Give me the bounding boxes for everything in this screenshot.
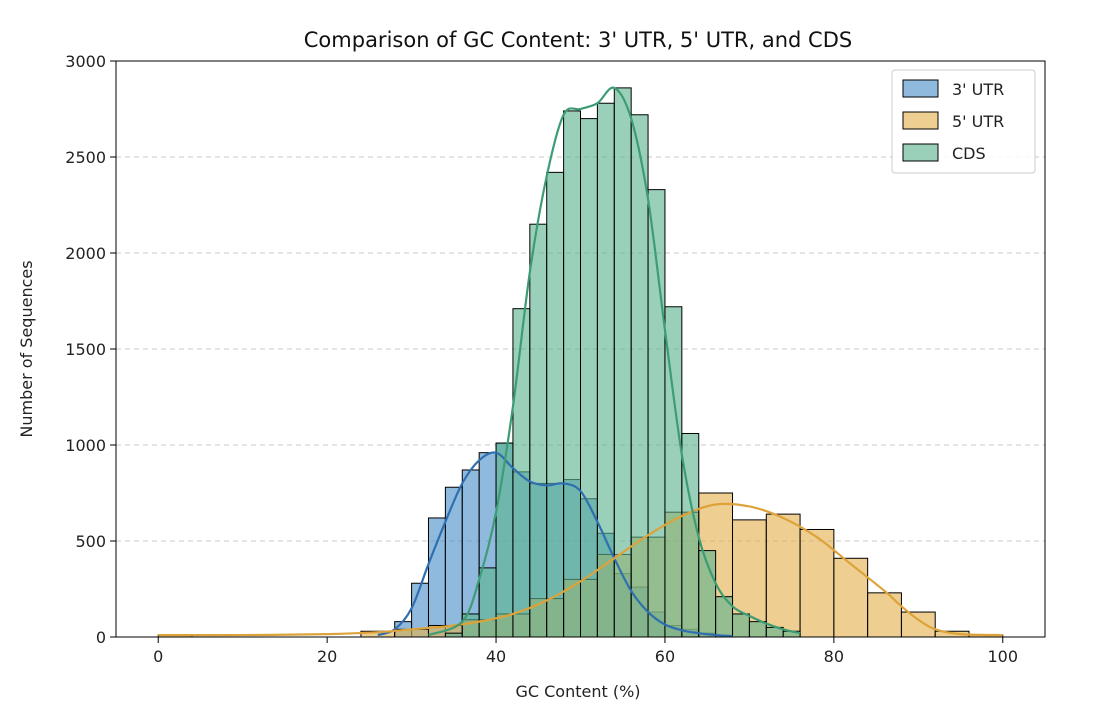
kde-curves — [158, 86, 1003, 638]
chart-title: Comparison of GC Content: 3' UTR, 5' UTR… — [304, 28, 852, 52]
bar-3 — [613, 87, 632, 638]
y-tick-label: 0 — [96, 628, 106, 647]
x-axis-ticks: 0 20 40 60 80 100 — [153, 637, 1018, 666]
x-tick-label: 80 — [824, 647, 844, 666]
x-tick-label: 100 — [987, 647, 1018, 666]
legend-swatch — [902, 111, 939, 130]
legend-label: CDS — [952, 144, 986, 163]
y-tick-label: 500 — [75, 532, 106, 551]
bar-1 — [427, 517, 446, 638]
y-axis-ticks: 0 500 1000 1500 2000 2500 3000 — [65, 52, 116, 647]
legend-swatch — [902, 79, 939, 98]
bar-1 — [444, 486, 463, 638]
bar-3 — [529, 223, 548, 638]
legend-swatch — [902, 143, 939, 162]
bar-2 — [765, 513, 801, 638]
histogram-bars — [157, 87, 1004, 638]
bar-2 — [867, 592, 902, 638]
legend: 3' UTR 5' UTR CDS — [891, 69, 1036, 174]
bar-3 — [495, 442, 514, 638]
x-axis-label: GC Content (%) — [515, 682, 640, 701]
bar-2 — [799, 528, 835, 638]
y-tick-label: 3000 — [65, 52, 106, 71]
y-tick-label: 1500 — [65, 340, 106, 359]
y-tick-label: 2500 — [65, 148, 106, 167]
legend-label: 3' UTR — [952, 80, 1004, 99]
kde-curve-1 — [377, 451, 733, 638]
bar-3 — [748, 621, 767, 638]
x-tick-label: 0 — [153, 647, 163, 666]
bar-2 — [833, 557, 869, 638]
kde-curve-2 — [158, 502, 1003, 637]
bar-3 — [580, 118, 598, 638]
x-tick-label: 20 — [317, 647, 337, 666]
y-tick-label: 1000 — [65, 436, 106, 455]
x-tick-label: 60 — [655, 647, 675, 666]
x-tick-label: 40 — [486, 647, 506, 666]
bar-3 — [546, 171, 565, 638]
bar-3 — [563, 110, 581, 638]
legend-label: 5' UTR — [952, 112, 1004, 131]
bar-1 — [461, 469, 480, 638]
bar-3 — [478, 567, 497, 638]
kde-curve-3 — [428, 86, 801, 637]
bar-2 — [900, 611, 936, 638]
bar-3 — [732, 613, 750, 638]
bar-3 — [512, 308, 531, 638]
y-axis-label: Number of Sequences — [17, 260, 36, 437]
bar-3 — [444, 632, 463, 638]
bar-3 — [630, 114, 649, 638]
bar-3 — [596, 102, 615, 638]
y-tick-label: 2000 — [65, 244, 106, 263]
